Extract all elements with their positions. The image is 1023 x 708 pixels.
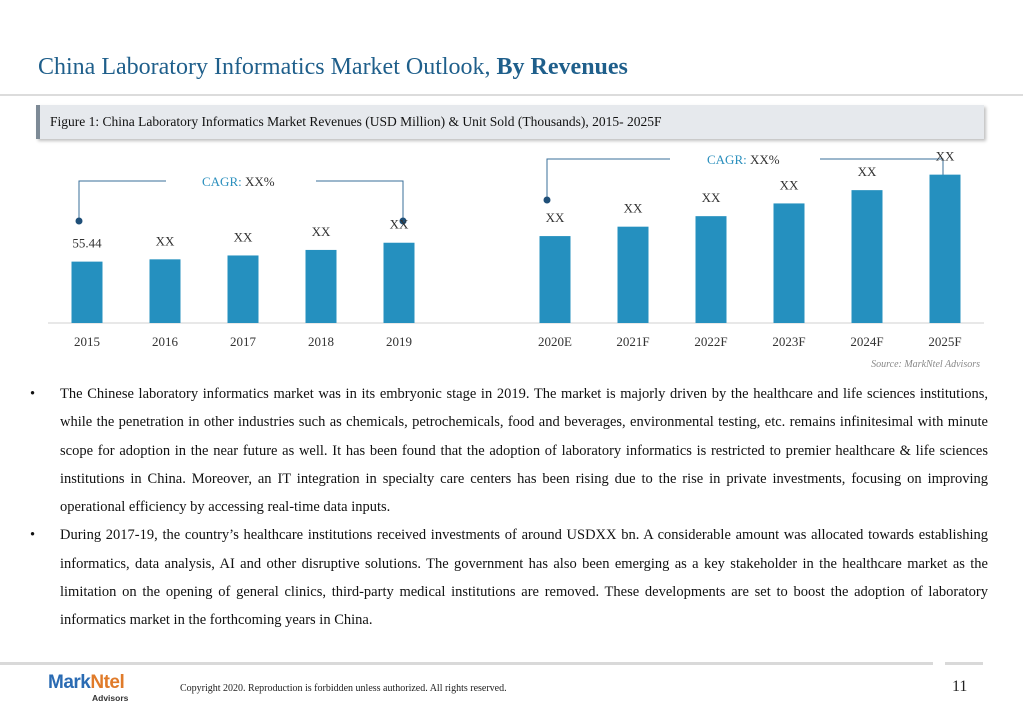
data-label-2025F: XX [936,149,955,164]
bullet-item: The Chinese laboratory informatics marke… [28,380,988,521]
bar-2022F [695,216,727,323]
bars-group: 55.44 2015 XX 2016 XX 2017 XX 2018 XX 2019 XX 2020E… [71,149,962,349]
copyright-text: Copyright 2020. Reproduction is forbidde… [180,683,507,694]
cagr-right-dot-start [543,196,551,204]
source-note: Source: MarkNtel Advisors [871,359,980,370]
x-tick-2019: 2019 [386,334,412,349]
page-title: China Laboratory Informatics Market Outl… [38,54,628,81]
cagr-right-bracket: CAGR: XX% [543,152,947,204]
data-label-2018: XX [312,224,331,239]
figure-caption-bar: Figure 1: China Laboratory Informatics M… [36,105,984,139]
x-tick-2020E: 2020E [538,334,572,349]
x-tick-2018: 2018 [308,334,334,349]
bar-2024F [851,190,883,323]
x-tick-2022F: 2022F [694,334,727,349]
data-label-2015: 55.44 [72,236,102,251]
data-label-2019: XX [390,217,409,232]
footer-divider [0,662,933,665]
x-tick-2024F: 2024F [850,334,883,349]
revenue-chart: CAGR: XX% CAGR: XX% 55.44 2015 XX 2016 XX 201… [0,145,1023,375]
bar-2019 [383,242,415,323]
bar-2025F [929,174,961,323]
x-tick-2015: 2015 [74,334,100,349]
bar-2017 [227,255,259,323]
data-label-2023F: XX [780,177,799,192]
bar-2020E [539,236,571,323]
cagr-left-line-left [78,180,166,220]
data-label-2024F: XX [858,164,877,179]
cagr-left-dot-end [399,217,407,225]
bar-2016 [149,259,181,323]
data-label-2021F: XX [624,201,643,216]
bar-2023F [773,203,805,323]
figure-caption: Figure 1: China Laboratory Informatics M… [50,114,662,129]
data-label-2022F: XX [702,190,721,205]
page-number: 11 [952,678,968,695]
bullet-item: During 2017-19, the country’s healthcare… [28,521,988,634]
bar-2015 [71,261,103,323]
x-tick-2017: 2017 [230,334,257,349]
markntel-logo: MarkNtel Advisors [48,672,129,703]
page-title-bold: By Revenues [496,54,628,80]
cagr-right-line-left [546,158,670,199]
x-tick-2016: 2016 [152,334,179,349]
bullet-list: The Chinese laboratory informatics marke… [28,380,988,635]
x-tick-2023F: 2023F [772,334,805,349]
data-label-2016: XX [156,233,175,248]
cagr-left-label: CAGR: XX% [202,174,275,189]
data-label-2020E: XX [546,210,565,225]
data-label-2017: XX [234,229,253,244]
bar-2021F [617,226,649,323]
x-tick-2021F: 2021F [616,334,649,349]
cagr-left-line-right [316,180,404,220]
bar-2018 [305,249,337,323]
cagr-left-dot-start [75,217,83,225]
footer-divider-short [945,662,983,665]
cagr-right-label: CAGR: XX% [707,152,780,167]
page-title-main: China Laboratory Informatics Market Outl… [38,54,497,80]
cagr-left-bracket: CAGR: XX% [75,174,407,225]
chart-svg: CAGR: XX% CAGR: XX% 55.44 2015 XX 2016 XX 201… [48,149,984,370]
title-divider [0,94,1023,96]
x-tick-2025F: 2025F [928,334,961,349]
